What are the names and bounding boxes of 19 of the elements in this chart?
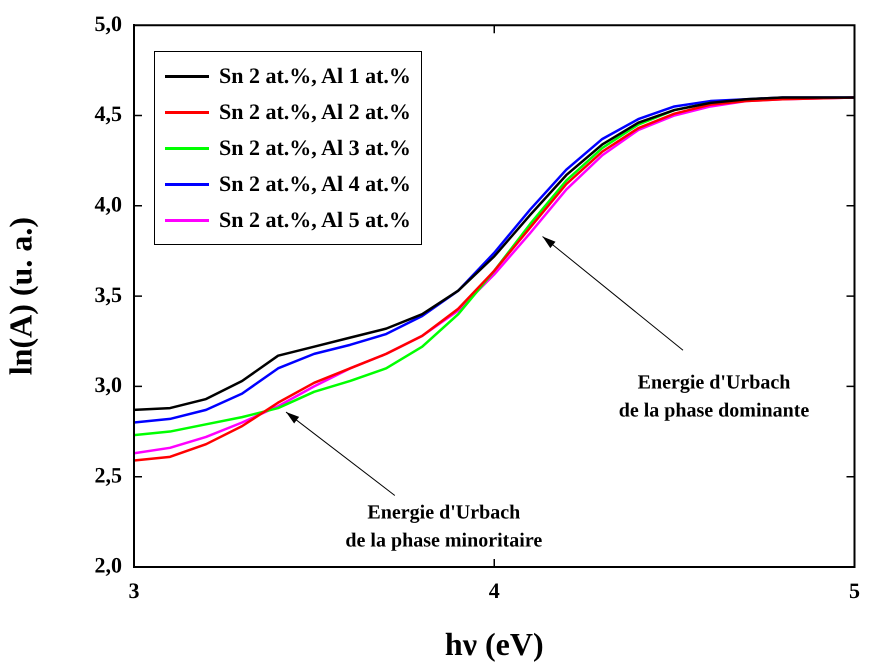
- legend-label: Sn 2 at.%, Al 3 at.%: [219, 134, 411, 162]
- x-axis-title: hν (eV): [444, 626, 544, 662]
- y-tick-label: 5,0: [94, 10, 122, 36]
- legend-label: Sn 2 at.%, Al 1 at.%: [219, 62, 411, 90]
- x-tick-label: 3: [128, 578, 140, 603]
- legend-label: Sn 2 at.%, Al 2 at.%: [219, 98, 411, 126]
- y-tick-label: 3,0: [94, 372, 122, 398]
- x-tick-label: 5: [849, 578, 860, 603]
- x-tick-label: 4: [488, 578, 500, 603]
- y-tick-label: 4,0: [94, 191, 122, 216]
- legend-label: Sn 2 at.%, Al 4 at.%: [219, 170, 411, 198]
- annotation: Energie d'Urbach de la phase dominante: [618, 372, 810, 422]
- annotation: Energie d'Urbach de la phase minoritaire: [345, 502, 542, 552]
- y-axis-title: ln(A) (u. a.): [2, 216, 38, 376]
- y-tick-label: 2,5: [94, 462, 122, 488]
- y-tick-label: 3,5: [94, 282, 122, 307]
- y-tick-label: 2,0: [94, 552, 122, 578]
- legend-label: Sn 2 at.%, Al 5 at.%: [219, 206, 411, 234]
- y-tick-label: 4,5: [94, 101, 122, 126]
